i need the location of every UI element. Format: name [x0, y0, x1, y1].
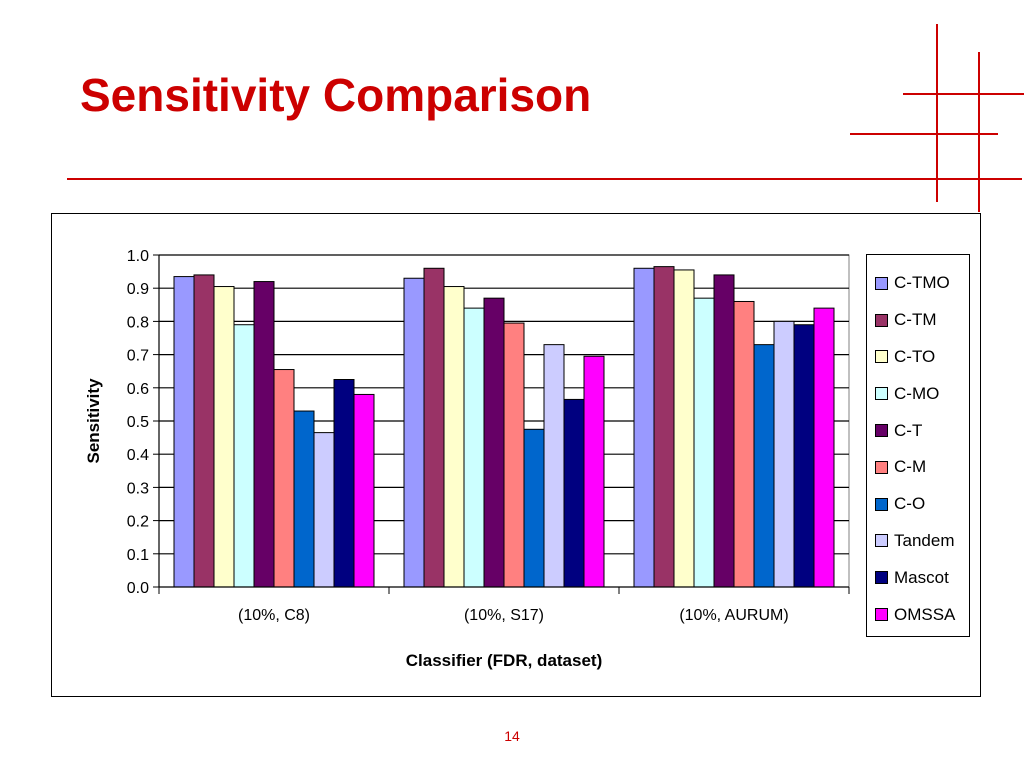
slide-title: Sensitivity Comparison — [80, 69, 592, 121]
bar-c-m-1 — [273, 369, 295, 588]
legend-label: OMSSA — [894, 604, 956, 624]
bar-mascot-1 — [333, 379, 355, 588]
bar-c-mo-3 — [693, 297, 715, 588]
legend-label: C-T — [894, 420, 923, 440]
bar-c-o-2 — [523, 428, 545, 588]
legend-label: C-O — [894, 494, 926, 514]
legend-swatch — [875, 608, 888, 622]
y-tick-label: 1.0 — [127, 248, 149, 265]
legend-item-c-tm: C-TM — [867, 302, 969, 339]
x-axis-title: Classifier (FDR, dataset) — [406, 651, 603, 670]
bar-tandem-1 — [313, 432, 335, 588]
bar-chart: 0.0 0.1 0.2 0.3 0.4 0.5 0.6 0.7 0.8 0.9 1.0 (10%, C… — [84, 248, 850, 670]
deco-line-v2 — [978, 52, 980, 212]
legend-item-c-mo: C-MO — [867, 375, 969, 412]
legend-swatch — [875, 350, 888, 364]
bar-c-o-3 — [753, 344, 775, 588]
y-axis-title: Sensitivity — [84, 378, 103, 464]
deco-line-h2 — [850, 133, 998, 135]
deco-line-v1 — [936, 24, 938, 202]
y-tick-label: 0.0 — [127, 580, 149, 597]
bar-c-o-1 — [293, 410, 315, 588]
deco-line-h1 — [903, 93, 1024, 95]
x-category-label: (10%, AURUM) — [679, 607, 788, 624]
page-number: 14 — [504, 728, 520, 744]
bar-c-mo-1 — [233, 324, 255, 588]
legend-item-tandem: Tandem — [867, 523, 969, 560]
bar-c-t-2 — [483, 297, 505, 588]
bar-c-m-2 — [503, 322, 525, 588]
bar-c-to-3 — [673, 269, 695, 588]
bar-omssa-2 — [583, 355, 605, 588]
bar-c-tm-3 — [653, 266, 675, 588]
legend-label: C-M — [894, 457, 927, 477]
legend-label: Mascot — [894, 567, 949, 587]
legend-swatch — [875, 534, 888, 548]
bar-c-tm-2 — [423, 267, 445, 588]
legend-swatch — [875, 424, 888, 438]
y-tick-label: 0.4 — [127, 447, 149, 464]
legend-swatch — [875, 387, 888, 401]
bar-c-tmo-1 — [173, 276, 195, 588]
legend-item-c-to: C-TO — [867, 339, 969, 376]
bar-c-t-3 — [713, 274, 735, 588]
legend-swatch — [875, 313, 888, 327]
legend-item-omssa: OMSSA — [867, 596, 969, 633]
bar-c-tm-1 — [193, 274, 215, 588]
legend-label: Tandem — [894, 530, 955, 550]
legend-item-c-m: C-M — [867, 449, 969, 486]
y-tick-label: 0.6 — [127, 381, 149, 398]
bar-c-m-3 — [733, 300, 755, 588]
y-tick-label: 0.2 — [127, 514, 149, 531]
bar-tandem-3 — [773, 320, 795, 588]
bar-tandem-2 — [543, 344, 565, 588]
legend-label: C-TMO — [894, 273, 950, 293]
legend-label: C-TO — [894, 346, 936, 366]
legend-item-c-o: C-O — [867, 486, 969, 523]
legend-label: C-TM — [894, 310, 937, 330]
y-tick-label: 0.1 — [127, 547, 149, 564]
bar-c-t-1 — [253, 281, 275, 588]
bar-mascot-2 — [563, 398, 585, 588]
bar-c-to-2 — [443, 286, 465, 588]
chart-legend: C-TMO C-TM C-TO C-MO C-T C-M C-O Tandem Mascot OM… — [866, 254, 970, 637]
header-rule — [67, 178, 1022, 180]
legend-swatch — [875, 460, 888, 474]
bar-c-tmo-2 — [403, 277, 425, 588]
legend-item-mascot: Mascot — [867, 559, 969, 596]
bar-omssa-3 — [813, 307, 835, 588]
bar-mascot-3 — [793, 324, 815, 588]
legend-swatch — [875, 571, 888, 585]
legend-swatch — [875, 497, 888, 511]
x-category-label: (10%, C8) — [238, 607, 310, 624]
chart-frame: 0.0 0.1 0.2 0.3 0.4 0.5 0.6 0.7 0.8 0.9 1.0 (10%, C… — [51, 213, 981, 697]
bar-c-mo-2 — [463, 307, 485, 588]
bar-c-to-1 — [213, 286, 235, 588]
y-tick-label: 0.3 — [127, 480, 149, 497]
y-tick-label: 0.5 — [127, 414, 149, 431]
y-tick-label: 0.8 — [127, 314, 149, 331]
legend-item-c-t: C-T — [867, 412, 969, 449]
bar-omssa-1 — [353, 393, 375, 588]
legend-label: C-MO — [894, 383, 940, 403]
y-tick-label: 0.7 — [127, 348, 149, 365]
legend-swatch — [875, 276, 888, 290]
x-category-label: (10%, S17) — [464, 607, 544, 624]
y-tick-label: 0.9 — [127, 281, 149, 298]
legend-item-c-tmo: C-TMO — [867, 265, 969, 302]
bar-c-tmo-3 — [633, 267, 655, 588]
